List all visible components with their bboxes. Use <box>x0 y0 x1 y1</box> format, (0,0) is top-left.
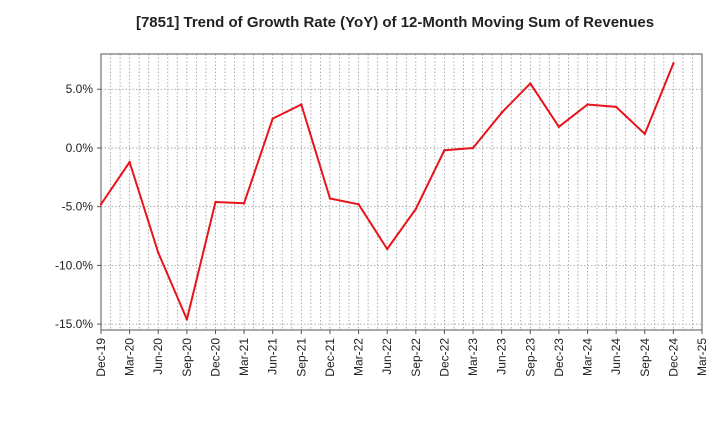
x-tick-label: Sep-22 <box>409 338 423 377</box>
data-point <box>529 82 532 85</box>
data-point <box>672 62 675 65</box>
x-tick-label: Dec-24 <box>666 338 680 377</box>
x-tick-label: Dec-22 <box>437 338 451 377</box>
data-point <box>300 103 303 106</box>
x-tick-label: Dec-19 <box>94 338 108 377</box>
x-tick-label: Jun-21 <box>266 338 280 375</box>
data-point <box>328 197 332 200</box>
data-point <box>471 146 475 150</box>
data-point <box>500 111 503 114</box>
x-tick-label: Mar-20 <box>123 338 137 376</box>
data-point <box>271 117 274 120</box>
x-tick-label: Sep-21 <box>294 338 308 377</box>
data-point <box>614 105 618 109</box>
x-tick-label: Jun-23 <box>495 338 509 375</box>
data-point <box>99 203 103 206</box>
data-point <box>557 125 561 128</box>
x-tick-label: Jun-20 <box>151 338 165 375</box>
chart-title: [7851] Trend of Growth Rate (YoY) of 12-… <box>135 14 655 31</box>
data-point <box>214 200 217 204</box>
data-point <box>586 103 589 106</box>
x-tick-label: Dec-23 <box>552 338 566 377</box>
x-tick-label: Dec-20 <box>208 338 222 377</box>
x-tick-label: Sep-23 <box>523 338 537 377</box>
plot-frame <box>100 53 703 331</box>
data-point <box>443 149 446 152</box>
y-tick-label: 5.0% <box>66 82 94 96</box>
x-tick-label: Jun-24 <box>609 338 623 375</box>
data-point <box>242 202 246 205</box>
data-point <box>185 318 189 321</box>
y-tick-label: -5.0% <box>62 200 94 214</box>
x-tick-label: Mar-25 <box>695 338 709 376</box>
y-tick-label: 0.0% <box>66 141 94 155</box>
x-tick-label: Mar-23 <box>466 338 480 376</box>
x-tick-label: Mar-24 <box>581 338 595 376</box>
y-tick-label: -15.0% <box>55 317 93 331</box>
x-tick-label: Sep-20 <box>180 338 194 377</box>
data-point <box>357 203 360 206</box>
data-point <box>643 132 646 136</box>
y-tick-label: -10.0% <box>55 258 93 272</box>
x-tick-label: Sep-24 <box>638 338 652 377</box>
data-point <box>414 207 417 211</box>
x-tick-label: Dec-21 <box>323 338 337 377</box>
x-tick-label: Mar-21 <box>237 338 251 376</box>
data-point <box>157 251 160 254</box>
data-point <box>386 247 389 251</box>
x-tick-label: Jun-22 <box>380 338 394 375</box>
data-point <box>128 160 131 164</box>
x-tick-label: Mar-22 <box>352 338 366 376</box>
